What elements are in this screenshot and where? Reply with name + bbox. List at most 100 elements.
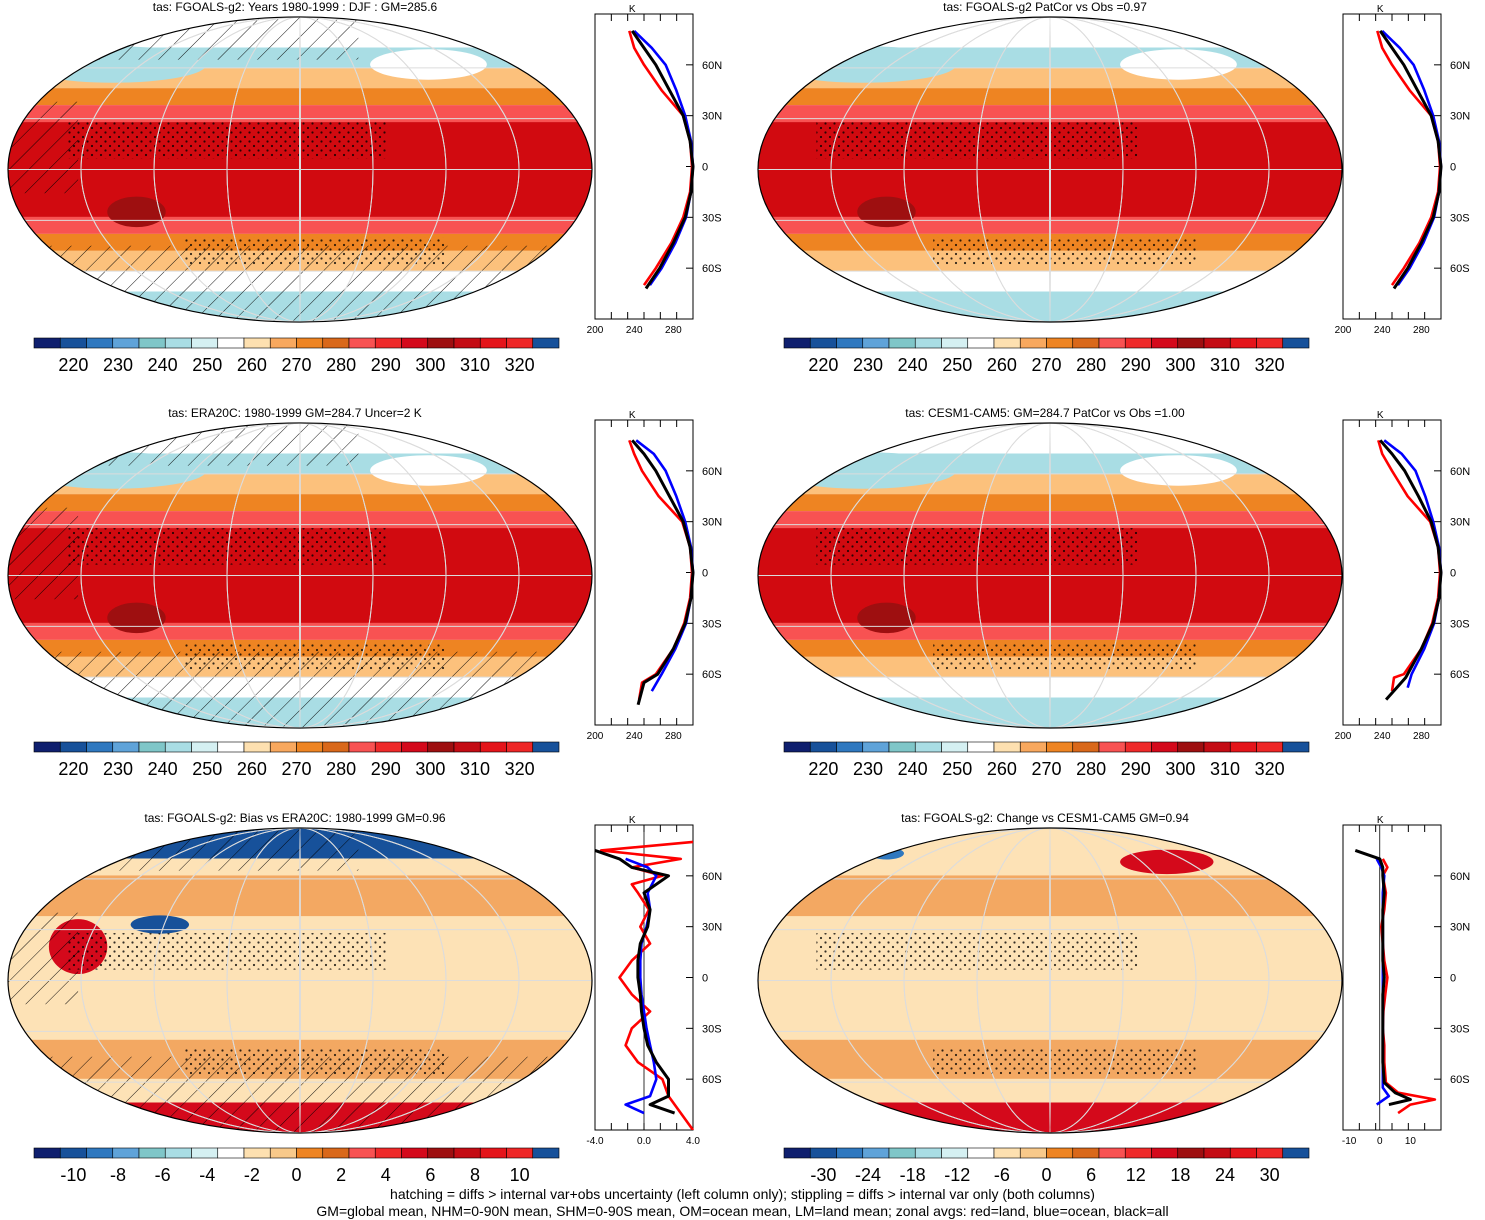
colorbar-swatch — [479, 741, 507, 753]
colorbar-swatch — [401, 741, 429, 753]
zonal-series-all — [1354, 848, 1412, 1107]
zonal-lat-label: 30S — [702, 212, 722, 224]
colorbar-swatch — [217, 1147, 245, 1159]
colorbar-swatch — [862, 337, 890, 349]
colorbar-swatch — [112, 1147, 140, 1159]
panel-title: tas: FGOALS-g2 PatCor vs Obs =0.97 — [943, 0, 1147, 14]
colorbar-swatch — [1072, 741, 1100, 753]
colorbar-swatch — [33, 337, 61, 349]
colorbar-swatch — [1229, 741, 1257, 753]
colorbar-swatch — [401, 337, 429, 349]
arctic-cold-patch — [868, 847, 904, 860]
zonal-xtick-label: 240 — [626, 731, 643, 742]
zonal-xtick-label: 4.0 — [686, 1136, 700, 1147]
colorbar-label: 240 — [148, 759, 178, 779]
zonal-lat-label: 30S — [1450, 1023, 1470, 1035]
colorbar-swatch — [138, 1147, 166, 1159]
footer-note: hatching = diffs > internal var+obs unce… — [0, 1186, 1485, 1220]
colorbar-label: -18 — [900, 1165, 926, 1185]
colorbar-swatch — [532, 1147, 560, 1159]
map-field — [8, 422, 592, 729]
colorbar-swatch — [967, 337, 995, 349]
zonal-units: K — [1377, 815, 1384, 826]
colorbar-label: 300 — [415, 355, 445, 375]
colorbar-swatch — [967, 741, 995, 753]
colorbar-swatch — [1098, 741, 1126, 753]
colorbar-label: 8 — [470, 1165, 480, 1185]
zonal-lat-label: 60S — [702, 1074, 722, 1086]
zonal-mean-plot: K -10 0 10 60N 30N 0 30S 60S — [1342, 815, 1470, 1147]
meridian-line — [830, 828, 1270, 1133]
zonal-series-all — [594, 848, 676, 1115]
colorbar-swatch — [59, 741, 87, 753]
colorbar-swatch — [1177, 741, 1205, 753]
panel-change: tas: FGOALS-g2: Change vs CESM1-CAM5 GM=… — [757, 811, 1470, 1185]
colorbar-swatch — [1098, 337, 1126, 349]
colorbar-swatch — [427, 1147, 455, 1159]
panel-fgoals: tas: FGOALS-g2: Years 1980-1999 : DJF : … — [7, 0, 722, 375]
canada-patch — [370, 49, 487, 80]
colorbar-swatch — [836, 337, 864, 349]
colorbar-swatch — [86, 337, 114, 349]
hatching — [8, 828, 359, 871]
zonal-series-land — [599, 840, 695, 1130]
panel-bias: tas: FGOALS-g2: Bias vs ERA20C: 1980-199… — [7, 811, 722, 1185]
colorbar-swatch — [1124, 741, 1152, 753]
colorbar-label: 290 — [371, 355, 401, 375]
meridian-line — [1049, 828, 1051, 1133]
colorbar-swatch — [1256, 741, 1284, 753]
colorbar-label: 250 — [942, 759, 972, 779]
colorbar-label: 30 — [1260, 1165, 1280, 1185]
colorbar-label: 310 — [460, 759, 490, 779]
colorbar-swatch — [836, 741, 864, 753]
colorbar-label: 280 — [1076, 355, 1106, 375]
colorbar-swatch — [1256, 1147, 1284, 1159]
colorbar-label: 280 — [326, 759, 356, 779]
meridian-line — [903, 828, 1197, 1133]
zonal-units: K — [629, 4, 636, 15]
colorbar-label: 270 — [281, 355, 311, 375]
zonal-lat-label: 30N — [702, 517, 722, 529]
colorbar-label: 270 — [1031, 355, 1061, 375]
colorbar-label: 0 — [1041, 1165, 1051, 1185]
colorbar-swatch — [479, 1147, 507, 1159]
colorbar-swatch — [479, 337, 507, 349]
colorbar-swatch — [112, 337, 140, 349]
colorbar-swatch — [374, 741, 402, 753]
colorbar-label: 310 — [460, 355, 490, 375]
zonal-lat-label: 0 — [702, 162, 708, 174]
colorbar-label: -4 — [199, 1165, 215, 1185]
colorbar-label: 220 — [58, 759, 88, 779]
colorbar-swatch — [532, 337, 560, 349]
zonal-lat-label: 60S — [1450, 669, 1470, 681]
colorbar-label: 300 — [1165, 759, 1195, 779]
colorbar-swatch — [1098, 1147, 1126, 1159]
meridian-line — [903, 423, 1197, 728]
colorbar-swatch — [809, 1147, 837, 1159]
zonal-series-all — [631, 439, 695, 706]
colorbar-swatch — [809, 741, 837, 753]
colorbar-swatch — [914, 337, 942, 349]
zonal-lat-label: 0 — [702, 973, 708, 985]
colorbar-label: 240 — [148, 355, 178, 375]
colorbar-label: 6 — [1086, 1165, 1096, 1185]
colorbar-swatch — [243, 741, 271, 753]
map-outline — [7, 827, 593, 1134]
colorbar-label: 4 — [381, 1165, 391, 1185]
hatching — [8, 101, 79, 194]
colorbar-swatch — [506, 1147, 534, 1159]
colorbar-swatch — [1177, 1147, 1205, 1159]
colorbar-swatch — [322, 741, 350, 753]
colorbar-swatch — [1229, 1147, 1257, 1159]
meridian-line — [299, 422, 301, 729]
colorbar-swatch — [1256, 337, 1284, 349]
colorbar-swatch — [532, 741, 560, 753]
zonal-lat-label: 60N — [702, 60, 722, 72]
zonal-lat-label: 60N — [702, 871, 722, 883]
colorbar-swatch — [1177, 337, 1205, 349]
colorbar-swatch — [59, 337, 87, 349]
colorbar-swatch — [348, 741, 376, 753]
colorbar-label: 230 — [853, 355, 883, 375]
zonal-lat-label: 60S — [702, 263, 722, 275]
zonal-units: K — [1377, 410, 1384, 421]
